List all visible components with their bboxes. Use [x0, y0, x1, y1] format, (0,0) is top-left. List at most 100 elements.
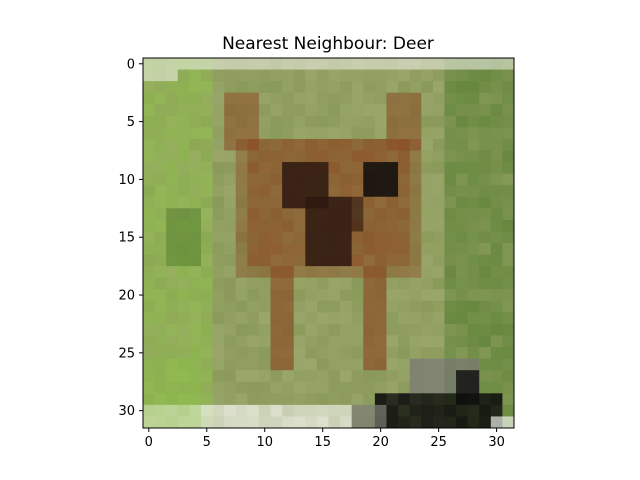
pixel-cell — [154, 254, 167, 267]
pixel-cell — [247, 115, 260, 128]
pixel-cell — [189, 173, 202, 186]
pixel-cell — [305, 289, 318, 302]
pixel-cell — [282, 196, 295, 209]
pixel-cell — [386, 69, 399, 82]
pixel-cell — [479, 416, 492, 429]
pixel-cell — [316, 58, 329, 70]
pixel-cell — [444, 254, 457, 267]
pixel-cell — [351, 104, 364, 117]
pixel-cell — [247, 335, 260, 348]
pixel-cell — [363, 219, 376, 232]
pixel-cell — [328, 104, 341, 117]
pixel-cell — [224, 416, 237, 429]
pixel-cell — [374, 300, 387, 313]
pixel-cell — [363, 173, 376, 186]
pixel-cell — [200, 150, 213, 163]
pixel-cell — [351, 127, 364, 140]
pixel-cell — [398, 58, 411, 70]
pixel-cell — [444, 370, 457, 383]
pixel-cell — [282, 219, 295, 232]
pixel-cell — [328, 92, 341, 105]
pixel-cell — [212, 81, 225, 94]
x-tick-label: 5 — [203, 435, 211, 450]
pixel-cell — [409, 138, 422, 151]
pixel-cell — [212, 416, 225, 429]
pixel-cell — [247, 127, 260, 140]
pixel-cell — [502, 312, 515, 325]
pixel-cell — [270, 104, 283, 117]
pixel-cell — [502, 381, 515, 394]
pixel-cell — [177, 289, 190, 302]
pixel-cell — [212, 219, 225, 232]
pixel-cell — [363, 69, 376, 82]
pixel-cell — [351, 208, 364, 221]
pixel-cell — [200, 231, 213, 244]
pixel-cell — [351, 358, 364, 371]
pixel-cell — [224, 300, 237, 313]
pixel-cell — [154, 289, 167, 302]
pixel-cell — [340, 69, 353, 82]
pixel-cell — [386, 219, 399, 232]
pixel-cell — [316, 312, 329, 325]
pixel-cell — [143, 323, 155, 336]
pixel-cell — [363, 416, 376, 429]
pixel-cell — [177, 416, 190, 429]
pixel-cell — [363, 208, 376, 221]
pixel-cell — [212, 358, 225, 371]
pixel-cell — [293, 370, 306, 383]
pixel-cell — [328, 312, 341, 325]
y-tick-label: 30 — [118, 404, 135, 419]
pixel-cell — [305, 277, 318, 290]
pixel-cell — [282, 150, 295, 163]
pixel-cell — [189, 300, 202, 313]
pixel-cell — [479, 243, 492, 255]
pixel-cell — [444, 92, 457, 105]
pixel-cell — [432, 231, 445, 244]
pixel-cell — [490, 358, 503, 371]
pixel-cell — [340, 115, 353, 128]
pixel-cell — [328, 381, 341, 394]
pixel-cell — [328, 185, 341, 198]
pixel-cell — [166, 127, 179, 140]
pixel-cell — [409, 243, 422, 255]
pixel-cell — [467, 370, 480, 383]
y-tick-label: 0 — [127, 57, 135, 72]
pixel-cell — [363, 162, 376, 175]
pixel-cell — [224, 138, 237, 151]
pixel-cell — [467, 58, 480, 70]
pixel-cell — [316, 266, 329, 279]
pixel-cell — [444, 115, 457, 128]
pixel-cell — [421, 150, 434, 163]
pixel-cell — [189, 323, 202, 336]
x-tick-label: 0 — [145, 435, 153, 450]
pixel-cell — [212, 300, 225, 313]
pixel-cell — [270, 231, 283, 244]
pixel-cell — [340, 243, 353, 255]
pixel-cell — [456, 127, 469, 140]
pixel-cell — [386, 347, 399, 360]
pixel-cell — [351, 416, 364, 429]
pixel-cell — [224, 323, 237, 336]
pixel-cell — [351, 69, 364, 82]
pixel-cell — [293, 104, 306, 117]
pixel-cell — [409, 323, 422, 336]
pixel-cell — [212, 404, 225, 417]
pixel-cell — [351, 58, 364, 70]
pixel-cell — [143, 347, 155, 360]
pixel-cell — [270, 393, 283, 406]
pixel-cell — [421, 416, 434, 429]
pixel-cell — [305, 138, 318, 151]
pixel-cell — [351, 277, 364, 290]
pixel-cell — [270, 196, 283, 209]
pixel-cell — [363, 196, 376, 209]
pixel-cell — [305, 254, 318, 267]
pixel-cell — [444, 58, 457, 70]
pixel-cell — [143, 416, 155, 429]
pixel-cell — [293, 335, 306, 348]
pixel-cell — [421, 162, 434, 175]
pixel-cell — [177, 69, 190, 82]
pixel-cell — [189, 370, 202, 383]
pixel-cell — [351, 138, 364, 151]
pixel-cell — [316, 173, 329, 186]
pixel-cell — [502, 81, 515, 94]
